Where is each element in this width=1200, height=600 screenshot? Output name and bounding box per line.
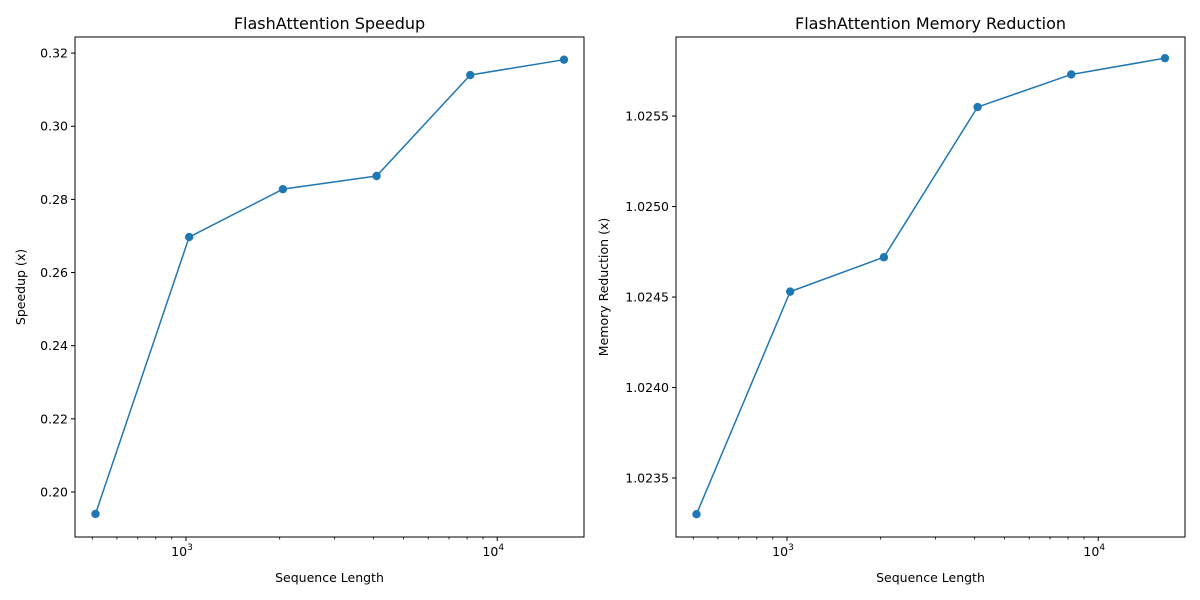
memory-reduction-y-axis-label: Memory Reduction (x) bbox=[596, 218, 611, 356]
speedup-data-point bbox=[278, 184, 288, 194]
speedup-x-axis-label: Sequence Length bbox=[275, 570, 384, 585]
memory-reduction-data-point bbox=[785, 287, 795, 296]
memory-reduction-series-line bbox=[695, 57, 1166, 515]
speedup-series-line bbox=[94, 58, 565, 515]
speedup-x-tick-base: 10 bbox=[482, 544, 498, 559]
memory-reduction-data-point bbox=[973, 102, 982, 112]
speedup-x-tick-exponent: 3 bbox=[187, 543, 193, 553]
speedup-x-tick-label: 103 bbox=[171, 543, 193, 559]
memory-reduction-data-point bbox=[879, 253, 889, 262]
memory-reduction-y-tick-label: 1.0235 bbox=[625, 471, 669, 486]
speedup-data-point bbox=[91, 509, 100, 519]
memory-reduction-y-tick-label: 1.0255 bbox=[625, 109, 669, 124]
speedup-y-tick-label: 0.24 bbox=[40, 338, 68, 353]
speedup-y-axis-label: Speedup (x) bbox=[13, 249, 28, 325]
memory-reduction-x-tick-exponent: 4 bbox=[1099, 543, 1105, 553]
memory-reduction-y-tick-label: 1.0240 bbox=[625, 380, 669, 395]
speedup-y-tick-label: 0.26 bbox=[40, 265, 68, 280]
speedup-x-tick-label: 104 bbox=[482, 543, 504, 559]
speedup-chart-title: FlashAttention Speedup bbox=[234, 14, 425, 33]
memory-reduction-x-axis-label: Sequence Length bbox=[876, 570, 985, 585]
memory-reduction-chart-title: FlashAttention Memory Reduction bbox=[795, 14, 1066, 33]
speedup-y-tick-label: 0.28 bbox=[40, 192, 68, 207]
memory-reduction-data-point bbox=[692, 509, 701, 519]
memory-reduction-data-point bbox=[1067, 70, 1076, 79]
speedup-x-tick-base: 10 bbox=[171, 544, 187, 559]
memory-reduction-data-point bbox=[1160, 53, 1170, 63]
speedup-data-point bbox=[372, 171, 381, 181]
speedup-y-tick-label: 0.20 bbox=[40, 485, 68, 500]
memory-reduction-x-tick-label: 104 bbox=[1083, 543, 1105, 559]
memory-reduction-x-tick-exponent: 3 bbox=[788, 543, 794, 553]
speedup-data-point bbox=[466, 70, 475, 80]
speedup-y-tick-label: 0.32 bbox=[40, 46, 68, 61]
memory-reduction-y-tick-label: 1.0250 bbox=[625, 199, 669, 214]
speedup-y-tick-label: 0.30 bbox=[40, 119, 68, 134]
memory-reduction-y-tick-label: 1.0245 bbox=[625, 290, 669, 305]
speedup-x-tick-exponent: 4 bbox=[498, 543, 504, 553]
speedup-axes-frame bbox=[74, 36, 585, 538]
speedup-y-tick-label: 0.22 bbox=[40, 411, 68, 426]
memory-reduction-x-tick-base: 10 bbox=[772, 544, 788, 559]
memory-reduction-axes-frame bbox=[675, 36, 1186, 538]
memory-reduction-chart: FlashAttention Memory Reduction Sequence… bbox=[596, 14, 1186, 585]
memory-reduction-x-tick-label: 103 bbox=[772, 543, 794, 559]
memory-reduction-x-tick-base: 10 bbox=[1083, 544, 1099, 559]
speedup-data-point bbox=[184, 232, 194, 242]
speedup-chart: FlashAttention Speedup Sequence Length S… bbox=[13, 14, 585, 585]
speedup-data-point bbox=[559, 55, 569, 64]
